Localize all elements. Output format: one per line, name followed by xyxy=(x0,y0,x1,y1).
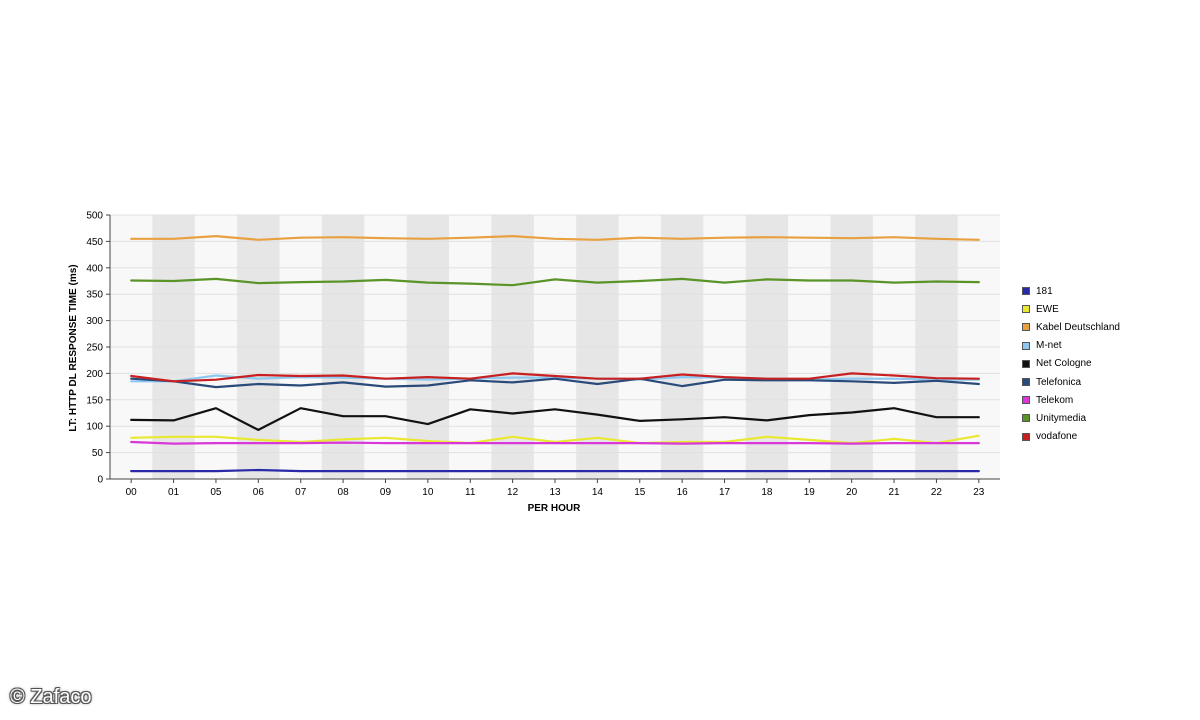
legend-label: Unitymedia xyxy=(1036,412,1087,424)
x-tick-label: 10 xyxy=(422,487,434,498)
legend-label: Telekom xyxy=(1036,394,1074,406)
legend-swatch xyxy=(1022,359,1030,368)
legend-label: Kabel Deutschland xyxy=(1036,321,1120,333)
legend-item-vodafone: vodafone xyxy=(1022,428,1120,446)
x-tick-label: 19 xyxy=(804,487,816,498)
y-tick-label: 0 xyxy=(97,475,103,486)
x-tick-label: 23 xyxy=(973,487,985,498)
x-tick-label: 22 xyxy=(931,487,943,498)
y-tick-label: 400 xyxy=(86,263,103,274)
y-tick-label: 200 xyxy=(86,369,103,380)
x-tick-label: 11 xyxy=(465,487,476,498)
series-line-181 xyxy=(130,468,980,473)
y-tick-label: 50 xyxy=(92,448,104,459)
x-tick-label: 21 xyxy=(888,487,900,498)
x-tick-label: 06 xyxy=(253,487,265,498)
legend-swatch xyxy=(1022,378,1030,387)
legend-item-telefonica: Telefonica xyxy=(1022,373,1120,391)
x-axis-title: PER HOUR xyxy=(528,503,582,514)
x-tick-label: 15 xyxy=(634,487,646,498)
legend-label: Telefonica xyxy=(1036,376,1082,388)
x-tick-label: 00 xyxy=(126,487,138,498)
legend-item-181: 181 xyxy=(1022,282,1120,300)
y-tick-label: 500 xyxy=(86,211,103,222)
legend-label: Net Cologne xyxy=(1036,358,1092,370)
x-tick-label: 18 xyxy=(761,487,773,498)
x-tick-label: 01 xyxy=(168,487,180,498)
legend: 181 EWE Kabel Deutschland M-net Net Cologne T… xyxy=(1022,282,1120,446)
x-tick-labels: 00 01 05 06 07 08 09 10 11 12 13 14 15 16 17 18 19 20 21 22… xyxy=(126,479,985,498)
legend-swatch xyxy=(1022,341,1030,350)
legend-label: EWE xyxy=(1036,303,1059,315)
series-line-kabel-deutschland xyxy=(130,235,980,241)
legend-swatch xyxy=(1022,396,1030,405)
y-tick-label: 150 xyxy=(86,395,103,406)
legend-item-telekom: Telekom xyxy=(1022,391,1120,409)
y-tick-labels: 0 50 100 150 200 250 300 350 400 450 500 xyxy=(86,211,103,486)
y-tick-label: 300 xyxy=(86,316,103,327)
legend-swatch xyxy=(1022,305,1030,314)
series-lines xyxy=(130,235,980,473)
x-tick-label: 13 xyxy=(549,487,561,498)
series-line-telekom xyxy=(130,440,980,445)
legend-swatch xyxy=(1022,432,1030,441)
legend-label: vodafone xyxy=(1036,431,1078,443)
legend-label: M-net xyxy=(1036,340,1062,352)
watermark: © Zafaco xyxy=(10,686,92,708)
x-tick-label: 07 xyxy=(295,487,307,498)
y-axis-title: LT: HTTP DL RESPONSE TIME (ms) xyxy=(68,264,79,431)
legend-item-m-net: M-net xyxy=(1022,337,1120,355)
y-tick-label: 450 xyxy=(86,237,103,248)
legend-label: 181 xyxy=(1036,285,1053,297)
legend-item-kabel-deutschland: Kabel Deutschland xyxy=(1022,318,1120,336)
x-tick-label: 05 xyxy=(210,487,222,498)
x-tick-label: 08 xyxy=(338,487,350,498)
legend-item-net-cologne: Net Cologne xyxy=(1022,355,1120,373)
legend-swatch xyxy=(1022,414,1030,423)
y-tick-label: 100 xyxy=(86,422,103,433)
series-line-net-cologne xyxy=(130,407,980,431)
x-tick-label: 12 xyxy=(507,487,519,498)
y-tick-label: 350 xyxy=(86,290,103,301)
series-line-unitymedia xyxy=(130,277,980,287)
x-tick-label: 17 xyxy=(719,487,731,498)
legend-item-unitymedia: Unitymedia xyxy=(1022,409,1120,427)
x-tick-label: 20 xyxy=(846,487,858,498)
y-tick-label: 250 xyxy=(86,343,103,354)
x-tick-label: 09 xyxy=(380,487,392,498)
legend-swatch xyxy=(1022,287,1030,296)
x-tick-label: 14 xyxy=(592,487,604,498)
series-line-telefonica xyxy=(130,377,980,389)
legend-swatch xyxy=(1022,323,1030,332)
x-tick-label: 16 xyxy=(677,487,689,498)
series-line-vodafone xyxy=(130,372,980,383)
legend-item-ewe: EWE xyxy=(1022,300,1120,318)
